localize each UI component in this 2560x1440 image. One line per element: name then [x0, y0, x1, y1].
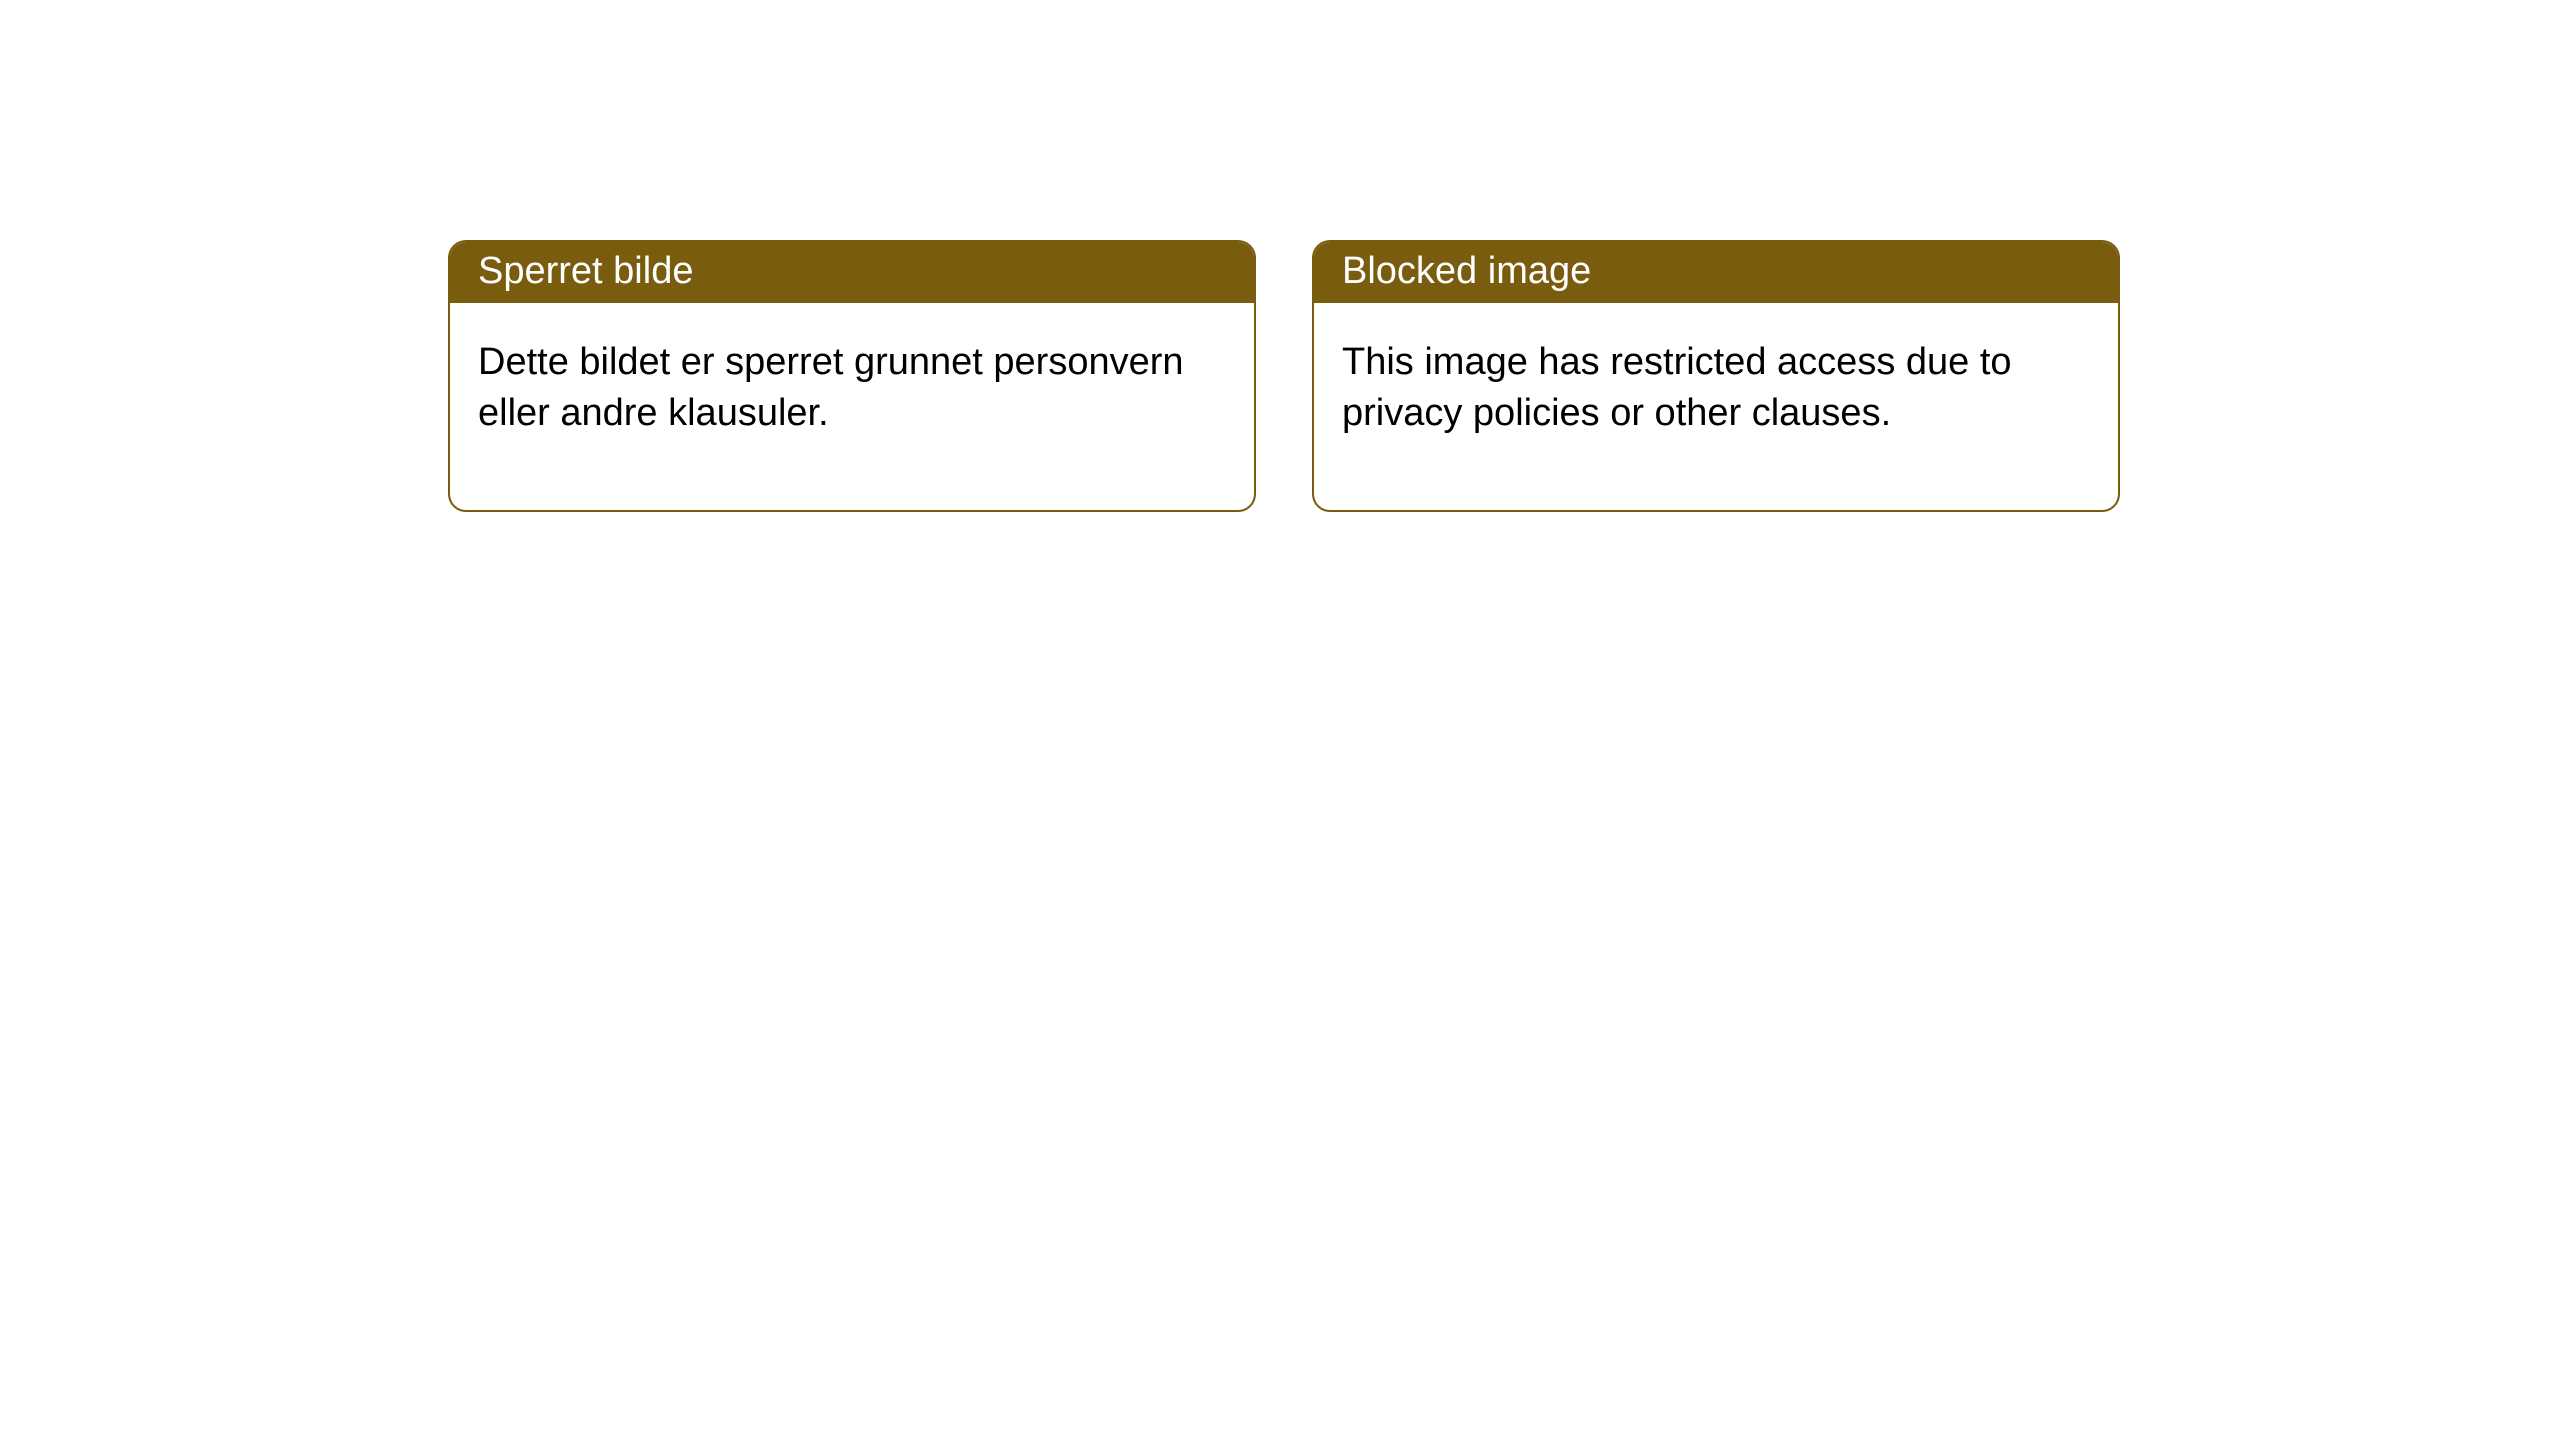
notice-body-text: Dette bildet er sperret grunnet personve…: [478, 341, 1184, 434]
notice-card-english: Blocked image This image has restricted …: [1312, 240, 2120, 512]
notice-container: Sperret bilde Dette bildet er sperret gr…: [0, 0, 2560, 512]
notice-title: Sperret bilde: [478, 250, 693, 292]
notice-card-norwegian: Sperret bilde Dette bildet er sperret gr…: [448, 240, 1256, 512]
notice-body: Dette bildet er sperret grunnet personve…: [450, 303, 1254, 510]
notice-header: Sperret bilde: [450, 242, 1254, 303]
notice-body: This image has restricted access due to …: [1314, 303, 2118, 510]
notice-body-text: This image has restricted access due to …: [1342, 341, 2012, 434]
notice-header: Blocked image: [1314, 242, 2118, 303]
notice-title: Blocked image: [1342, 250, 1591, 292]
